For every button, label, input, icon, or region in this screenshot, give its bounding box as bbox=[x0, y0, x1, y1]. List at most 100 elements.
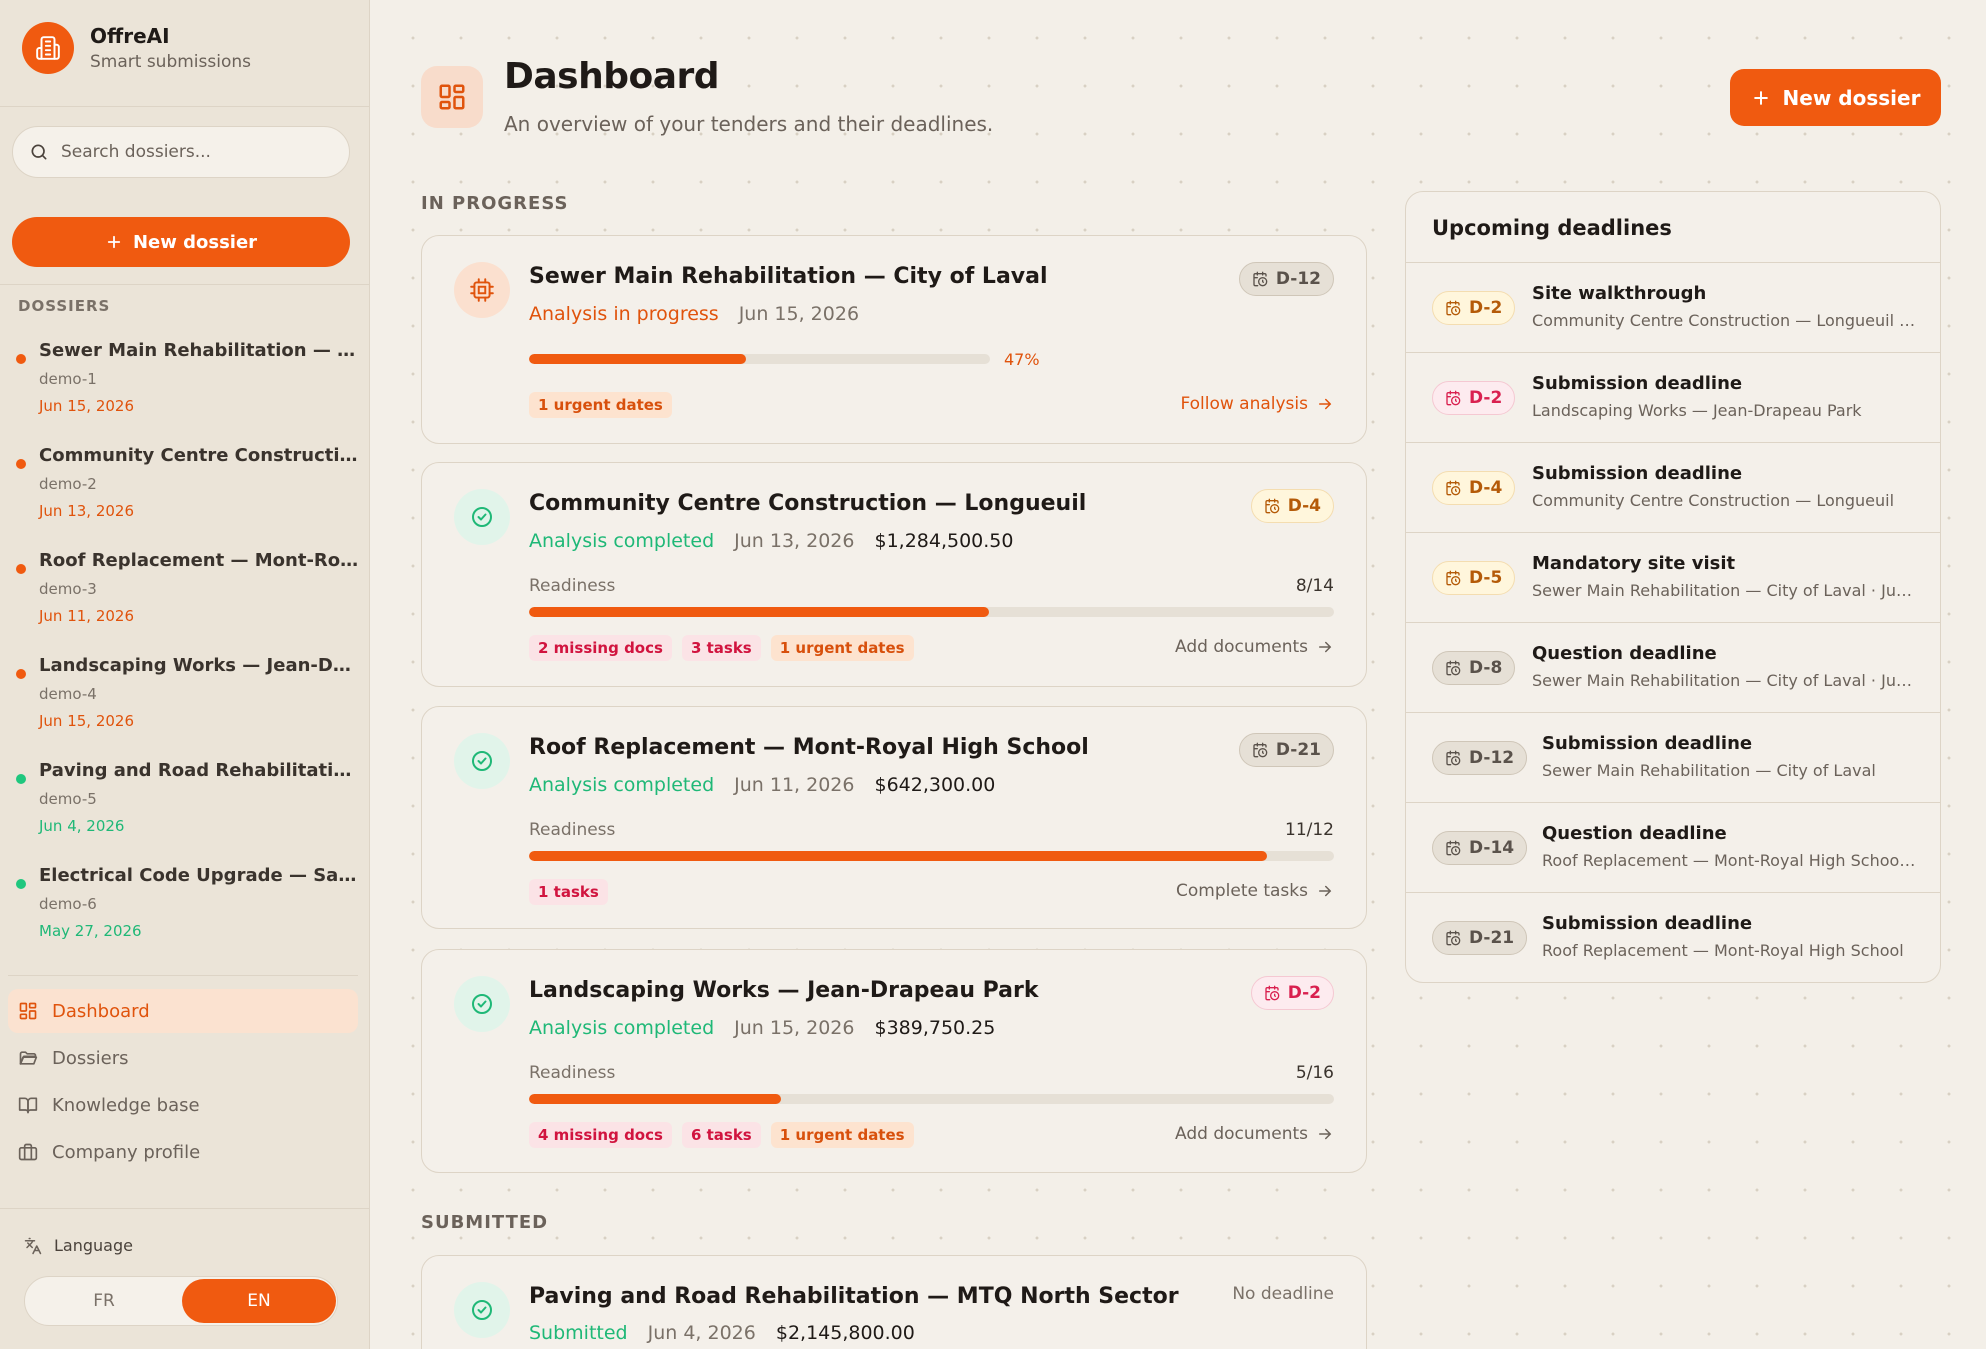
nav-item-knowledge-base[interactable]: Knowledge base bbox=[8, 1083, 358, 1127]
book-icon bbox=[18, 1097, 38, 1114]
card-title: Community Centre Construction — Longueui… bbox=[529, 491, 1087, 516]
readiness-count: 5/16 bbox=[1295, 1063, 1334, 1083]
chip-urgent: 1 urgent dates bbox=[770, 635, 914, 661]
status-dot bbox=[16, 879, 26, 889]
nav-item-dashboard[interactable]: Dashboard bbox=[8, 989, 358, 1033]
divider bbox=[0, 284, 370, 285]
progress-percent: 47% bbox=[1004, 350, 1040, 369]
dossier-id: demo-2 bbox=[39, 475, 97, 493]
readiness-label: Readiness bbox=[529, 576, 616, 596]
card-amount: $2,145,800.00 bbox=[775, 1322, 915, 1344]
deadline-badge: D-8 bbox=[1432, 651, 1516, 685]
card-title: Sewer Main Rehabilitation — City of Lava… bbox=[529, 264, 1048, 289]
add-documents-link[interactable]: Add documents bbox=[1175, 637, 1334, 657]
add-documents-link[interactable]: Add documents bbox=[1175, 1124, 1334, 1144]
readiness-fill bbox=[529, 1094, 781, 1104]
deadline-row[interactable]: D-12 Submission deadline Sewer Main Reha… bbox=[1406, 712, 1940, 802]
dossier-card[interactable]: Landscaping Works — Jean-Drapeau Park D-… bbox=[421, 949, 1367, 1173]
card-chips: 4 missing docs 6 tasks 1 urgent dates bbox=[529, 1122, 924, 1148]
card-meta: Analysis completed Jun 13, 2026 $1,284,5… bbox=[529, 530, 1014, 552]
calendar-clock-icon bbox=[1253, 271, 1268, 287]
dossier-title: Roof Replacement — Mont-Royal High Schoo… bbox=[39, 550, 359, 571]
nav-label: Dossiers bbox=[52, 1047, 129, 1069]
deadline-row[interactable]: D-14 Question deadline Roof Replacement … bbox=[1406, 802, 1940, 892]
card-chips: 1 tasks bbox=[529, 879, 618, 905]
deadline-subtitle: Community Centre Construction — Longueui… bbox=[1532, 311, 1916, 330]
dossier-date: Jun 15, 2026 bbox=[39, 397, 135, 415]
calendar-clock-icon bbox=[1265, 498, 1280, 514]
deadline-badge: D-5 bbox=[1432, 561, 1516, 595]
nav-label: Knowledge base bbox=[52, 1094, 200, 1116]
calendar-clock-icon bbox=[1446, 750, 1461, 766]
badge-text: D-21 bbox=[1469, 928, 1515, 948]
badge-text: D-21 bbox=[1275, 740, 1321, 760]
nav-item-company-profile[interactable]: Company profile bbox=[8, 1130, 358, 1174]
deadline-badge: D-4 bbox=[1250, 489, 1334, 523]
dossier-date: Jun 15, 2026 bbox=[39, 712, 135, 730]
deadline-subtitle: Community Centre Construction — Longueui… bbox=[1532, 491, 1895, 510]
calendar-clock-icon bbox=[1446, 930, 1461, 946]
deadline-row[interactable]: D-2 Submission deadline Landscaping Work… bbox=[1406, 352, 1940, 442]
brand[interactable]: OffreAI Smart submissions bbox=[22, 22, 251, 74]
header-new-dossier-button[interactable]: New dossier bbox=[1730, 69, 1941, 126]
dossier-id: demo-3 bbox=[39, 580, 97, 598]
page-subtitle: An overview of your tenders and their de… bbox=[504, 112, 994, 136]
search-icon bbox=[31, 144, 47, 160]
brand-subtitle: Smart submissions bbox=[90, 52, 252, 72]
readiness-label: Readiness bbox=[529, 1063, 616, 1083]
divider bbox=[8, 975, 358, 976]
readiness-label: Readiness bbox=[529, 820, 616, 840]
deadline-row[interactable]: D-8 Question deadline Sewer Main Rehabil… bbox=[1406, 622, 1940, 712]
badge-text: D-2 bbox=[1287, 983, 1321, 1003]
dossier-card[interactable]: Roof Replacement — Mont-Royal High Schoo… bbox=[421, 706, 1367, 929]
nav-item-dossiers[interactable]: Dossiers bbox=[8, 1036, 358, 1080]
deadline-badge: D-2 bbox=[1250, 976, 1334, 1010]
chip-urgent: 1 urgent dates bbox=[770, 1122, 914, 1148]
search-input[interactable]: Search dossiers... bbox=[12, 126, 350, 178]
card-chips: 2 missing docs 3 tasks 1 urgent dates bbox=[529, 635, 924, 661]
language-label: Language bbox=[24, 1236, 133, 1255]
language-fr-button[interactable]: FR bbox=[93, 1291, 115, 1311]
badge-text: D-4 bbox=[1287, 496, 1321, 516]
nav-label: Company profile bbox=[52, 1141, 201, 1163]
language-label-text: Language bbox=[54, 1236, 133, 1255]
cpu-icon bbox=[454, 262, 510, 318]
arrow-right-icon bbox=[1319, 641, 1332, 653]
badge-text: D-2 bbox=[1469, 298, 1503, 318]
sidebar: OffreAI Smart submissions Search dossier… bbox=[0, 0, 370, 1349]
dossier-card[interactable]: Community Centre Construction — Longueui… bbox=[421, 462, 1367, 687]
dossier-card[interactable]: Paving and Road Rehabilitation — MTQ Nor… bbox=[421, 1255, 1367, 1349]
building-icon bbox=[22, 22, 74, 74]
deadline-label: Question deadline bbox=[1542, 823, 1727, 844]
deadline-row[interactable]: D-5 Mandatory site visit Sewer Main Reha… bbox=[1406, 532, 1940, 622]
complete-tasks-link[interactable]: Complete tasks bbox=[1176, 881, 1334, 901]
divider bbox=[0, 106, 370, 107]
badge-text: D-12 bbox=[1469, 748, 1515, 768]
language-en-button[interactable]: EN bbox=[182, 1279, 336, 1323]
deadline-badge: D-12 bbox=[1238, 262, 1334, 296]
deadline-badge: D-2 bbox=[1432, 381, 1516, 415]
sidebar-new-dossier-button[interactable]: New dossier bbox=[12, 217, 350, 267]
follow-analysis-link[interactable]: Follow analysis bbox=[1180, 394, 1334, 414]
status-dot bbox=[16, 459, 26, 469]
action-label: Follow analysis bbox=[1180, 394, 1308, 414]
deadline-row[interactable]: D-2 Site walkthrough Community Centre Co… bbox=[1406, 262, 1940, 352]
chip-missing-docs: 2 missing docs bbox=[529, 635, 672, 661]
calendar-clock-icon bbox=[1446, 480, 1461, 496]
dossier-title: Community Centre Construction — Longueui… bbox=[39, 445, 359, 466]
divider bbox=[0, 1208, 370, 1209]
deadline-row[interactable]: D-4 Submission deadline Community Centre… bbox=[1406, 442, 1940, 532]
dossier-title: Landscaping Works — Jean-Drapeau Park bbox=[39, 655, 359, 676]
deadline-row[interactable]: D-21 Submission deadline Roof Replacemen… bbox=[1406, 892, 1940, 982]
deadline-badge: D-14 bbox=[1432, 831, 1528, 865]
dossier-card[interactable]: Sewer Main Rehabilitation — City of Lava… bbox=[421, 235, 1367, 444]
badge-text: D-14 bbox=[1469, 838, 1515, 858]
card-amount: $1,284,500.50 bbox=[874, 530, 1014, 552]
check-circle-icon bbox=[454, 733, 510, 789]
section-submitted: SUBMITTED bbox=[421, 1212, 549, 1233]
chip-urgent: 1 urgent dates bbox=[529, 392, 672, 418]
page-title: Dashboard bbox=[504, 56, 720, 97]
readiness-count: 8/14 bbox=[1295, 576, 1334, 596]
card-meta: Analysis completed Jun 15, 2026 $389,750… bbox=[529, 1017, 995, 1039]
status-dot bbox=[16, 564, 26, 574]
